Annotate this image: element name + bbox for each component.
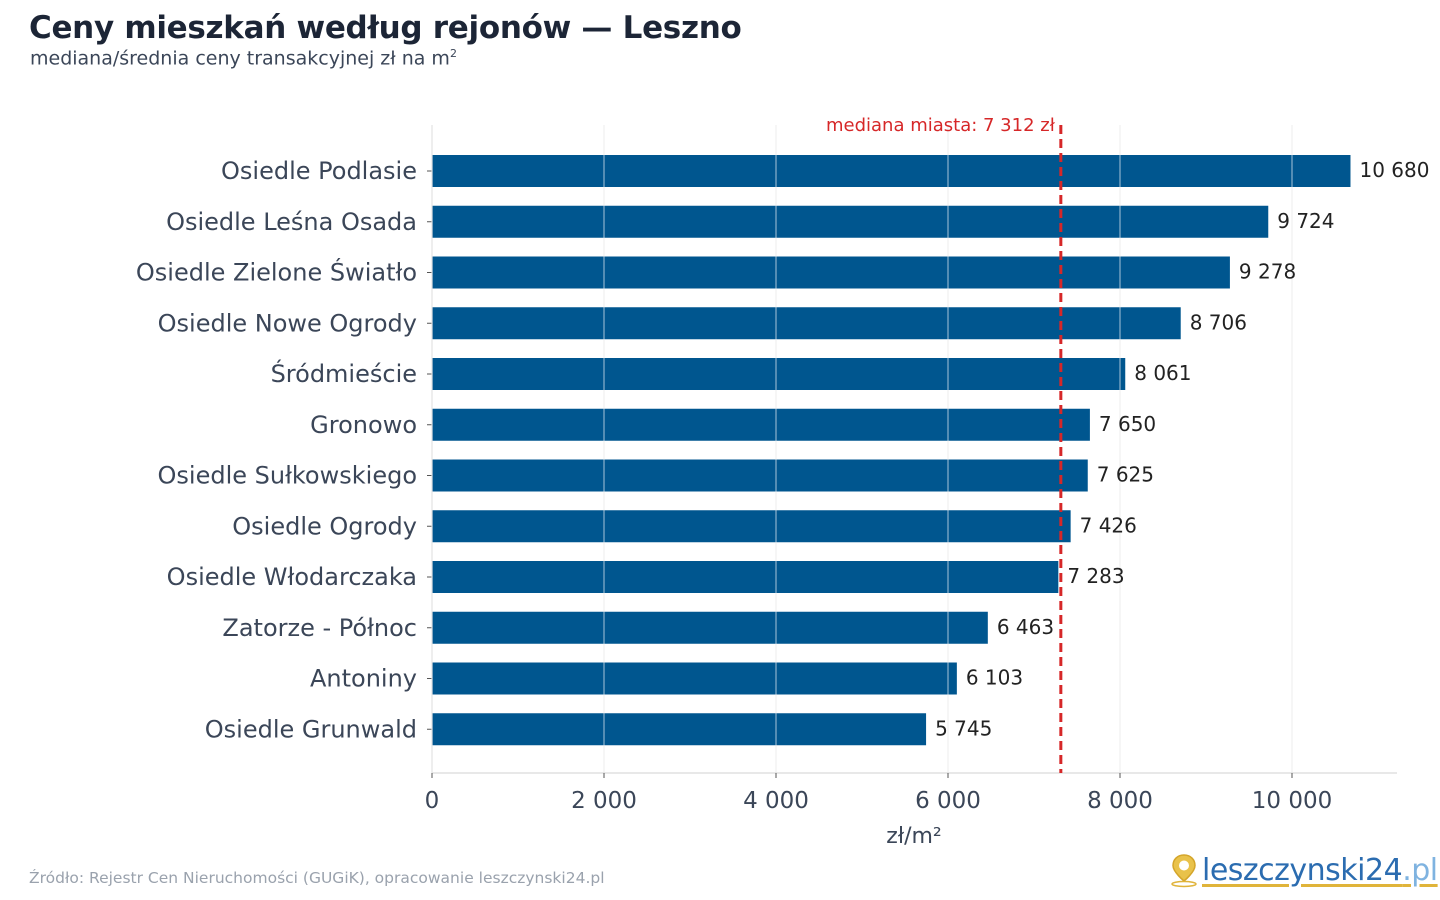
- y-tick-label-8: Osiedle Włodarczaka: [167, 563, 417, 591]
- x-tick-label-6000: 6 000: [915, 788, 981, 814]
- value-label-2: 9 278: [1239, 260, 1296, 284]
- bar-5: [432, 408, 1090, 441]
- y-tick-label-7: Osiedle Ogrody: [232, 512, 417, 540]
- brand-logo-name: leszczynski24: [1202, 852, 1403, 888]
- bar-3: [432, 307, 1181, 340]
- x-tick-label-2000: 2 000: [571, 788, 637, 814]
- bar-0: [432, 155, 1351, 187]
- y-tick-label-9: Zatorze - Północ: [222, 614, 417, 642]
- value-label-0: 10 680: [1359, 158, 1429, 182]
- x-tick-label-4000: 4 000: [743, 788, 809, 814]
- chart-subtitle-text: mediana/średnia ceny transakcyjnej zł na…: [30, 47, 450, 70]
- value-label-4: 8 061: [1134, 361, 1191, 385]
- y-tick-label-1: Osiedle Leśna Osada: [166, 208, 417, 236]
- y-tick-label-2: Osiedle Zielone Światło: [136, 257, 417, 287]
- bar-1: [432, 205, 1269, 238]
- y-tick-label-5: Gronowo: [310, 411, 417, 439]
- y-tick-label-4: Śródmieście: [271, 358, 417, 388]
- brand-logo-text: leszczynski24.pl: [1202, 853, 1438, 888]
- bar-11: [432, 713, 927, 746]
- bar-7: [432, 510, 1071, 543]
- value-label-8: 7 283: [1067, 564, 1124, 588]
- median-label: mediana miasta: 7 312 zł: [826, 115, 1056, 136]
- y-tick-label-11: Osiedle Grunwald: [205, 715, 417, 743]
- bar-8: [432, 561, 1059, 593]
- y-tick-label-0: Osiedle Podlasie: [221, 157, 417, 185]
- x-tick-label-8000: 8 000: [1087, 788, 1153, 814]
- brand-logo: leszczynski24.pl: [1166, 850, 1438, 890]
- x-tick-label-0: 0: [425, 788, 440, 814]
- map-pin-icon: [1171, 854, 1197, 888]
- value-label-3: 8 706: [1190, 310, 1247, 334]
- bars: [432, 125, 1351, 773]
- bar-9: [432, 611, 988, 644]
- y-tick-label-10: Antoniny: [310, 665, 417, 693]
- x-axis-label: zł/m²: [886, 824, 941, 849]
- bar-6: [432, 459, 1088, 492]
- y-tick-label-3: Osiedle Nowe Ogrody: [158, 309, 417, 337]
- y-axis-labels: Osiedle Podlasie Osiedle Leśna Osada Osied…: [136, 157, 417, 743]
- value-label-6: 7 625: [1097, 463, 1154, 487]
- axes: 0 2 000 4 000 6 000 8 000 10 000 zł/m²: [425, 125, 1397, 849]
- value-label-1: 9 724: [1277, 209, 1334, 233]
- y-tick-label-6: Osiedle Sułkowskiego: [158, 462, 418, 490]
- value-label-9: 6 463: [997, 615, 1054, 639]
- bar-2: [432, 256, 1230, 289]
- source-note: Źródło: Rejestr Cen Nieruchomości (GUGiK…: [29, 869, 605, 887]
- bar-4: [432, 358, 1126, 390]
- value-label-11: 5 745: [935, 716, 992, 740]
- chart-subtitle: mediana/średnia ceny transakcyjnej zł na…: [30, 47, 457, 69]
- chart-title: Ceny mieszkań według rejonów — Leszno: [29, 10, 742, 46]
- brand-logo-suffix: .pl: [1402, 852, 1438, 888]
- value-label-5: 7 650: [1099, 412, 1156, 436]
- value-label-7: 7 426: [1080, 513, 1137, 537]
- x-tick-label-10000: 10 000: [1252, 788, 1332, 814]
- chart-subtitle-superscript: 2: [449, 47, 457, 60]
- bar-10: [432, 662, 957, 695]
- value-label-10: 6 103: [966, 666, 1023, 690]
- value-labels: 10 680 9 724 9 278 8 706 8 061 7 650 7 625 7 42…: [935, 158, 1429, 740]
- median-reference: mediana miasta: 7 312 zł: [826, 115, 1063, 773]
